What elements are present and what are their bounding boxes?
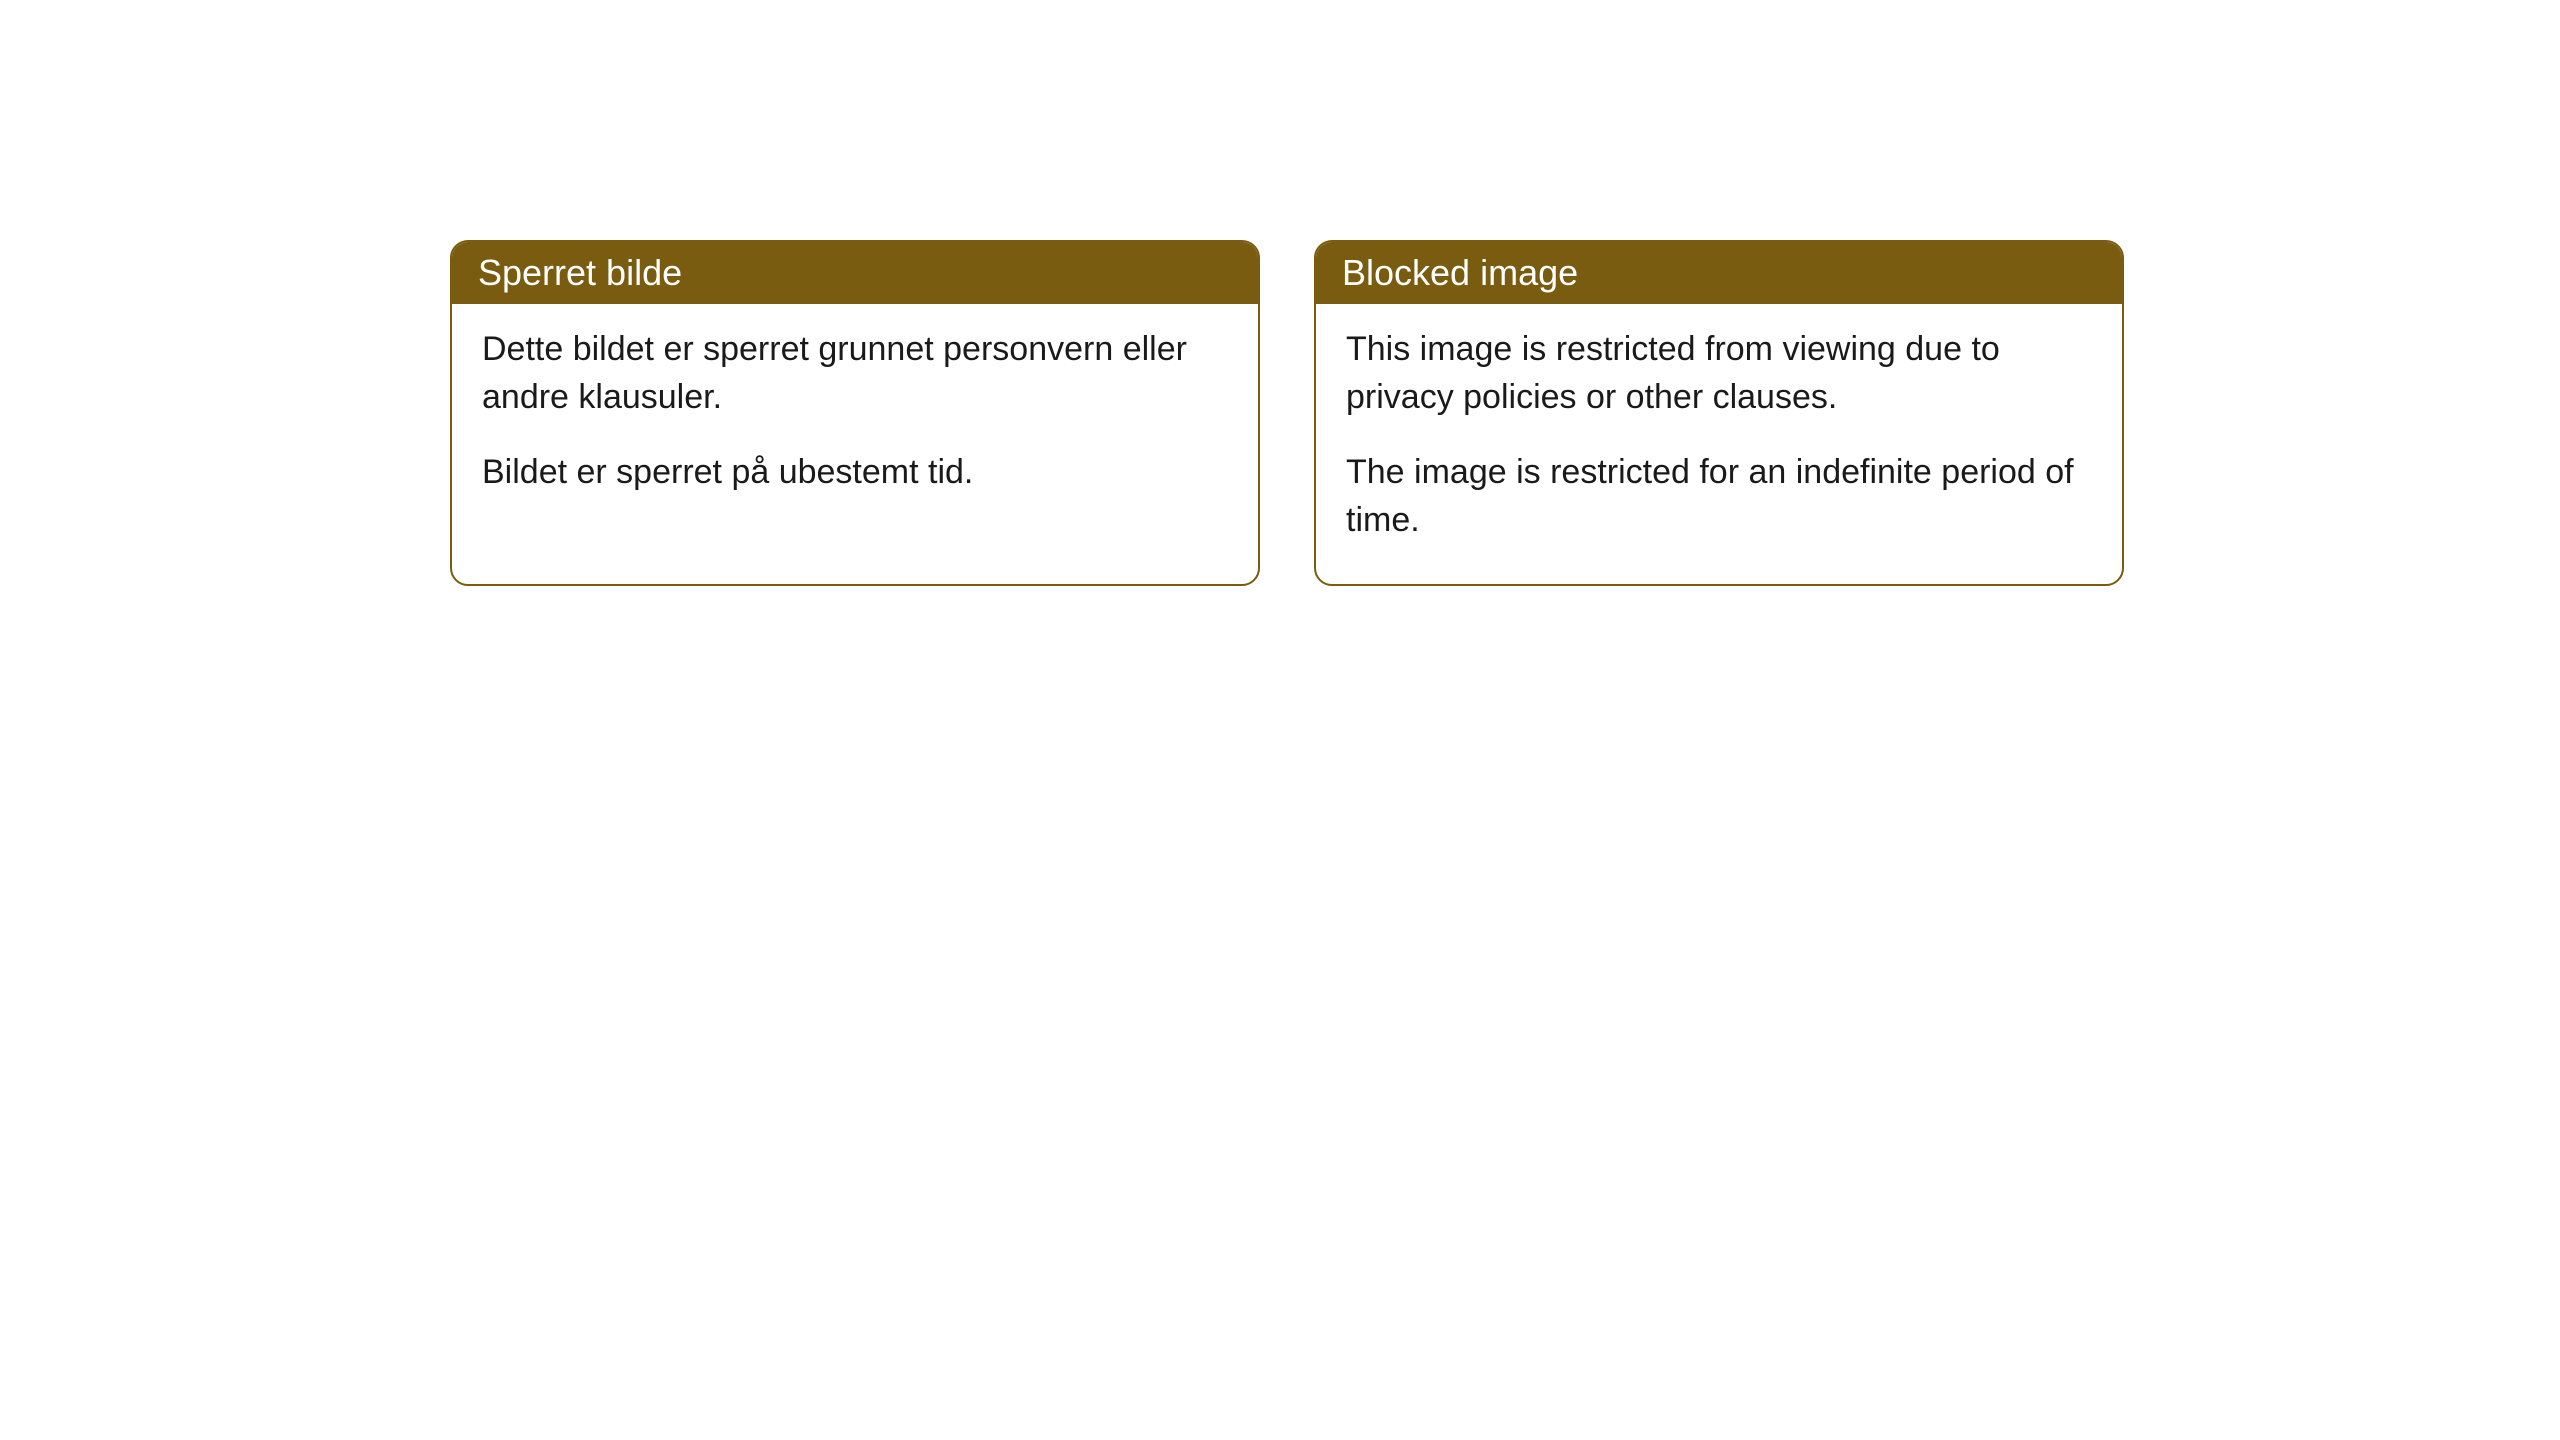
notice-paragraph: This image is restricted from viewing du…	[1346, 326, 2092, 421]
notice-body: Dette bildet er sperret grunnet personve…	[452, 304, 1258, 537]
notice-card-norwegian: Sperret bilde Dette bildet er sperret gr…	[450, 240, 1260, 586]
notice-body: This image is restricted from viewing du…	[1316, 304, 2122, 584]
notice-container: Sperret bilde Dette bildet er sperret gr…	[450, 240, 2124, 586]
notice-paragraph: Bildet er sperret på ubestemt tid.	[482, 449, 1228, 497]
notice-header-text: Sperret bilde	[478, 252, 682, 293]
notice-paragraph: The image is restricted for an indefinit…	[1346, 449, 2092, 544]
notice-header: Blocked image	[1316, 242, 2122, 304]
notice-card-english: Blocked image This image is restricted f…	[1314, 240, 2124, 586]
notice-header: Sperret bilde	[452, 242, 1258, 304]
notice-header-text: Blocked image	[1342, 252, 1578, 293]
notice-paragraph: Dette bildet er sperret grunnet personve…	[482, 326, 1228, 421]
